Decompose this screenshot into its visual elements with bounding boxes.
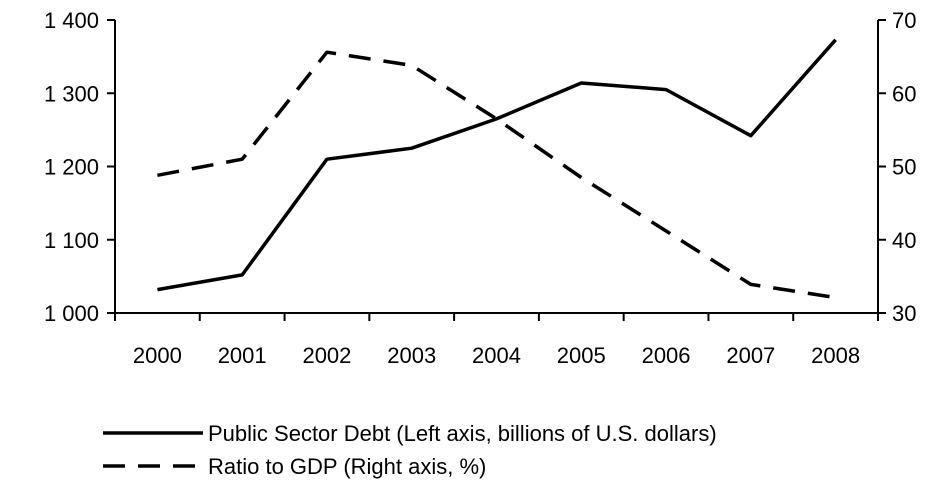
- x-axis-tick-label: 2001: [218, 343, 267, 368]
- right-axis-tick-label: 30: [892, 301, 916, 326]
- x-axis-tick-label: 2003: [387, 343, 436, 368]
- left-axis-tick-label: 1 000: [44, 301, 99, 326]
- right-axis-tick-label: 50: [892, 155, 916, 180]
- left-axis-tick-label: 1 300: [44, 81, 99, 106]
- x-axis-tick-label: 2002: [302, 343, 351, 368]
- right-axis-tick-label: 60: [892, 81, 916, 106]
- x-axis-tick-label: 2006: [642, 343, 691, 368]
- x-axis-tick-label: 2007: [726, 343, 775, 368]
- x-axis-tick-label: 2008: [811, 343, 860, 368]
- public-sector-debt-line: [157, 38, 837, 292]
- axes: 1 000 1 100 1 200 1 300 1 400 30 40 50 60 70 2000 2…: [44, 8, 917, 368]
- left-axis-tick-label: 1 100: [44, 228, 99, 253]
- right-axis-tick-label: 70: [892, 8, 916, 33]
- left-axis-tick-label: 1 400: [44, 8, 99, 33]
- right-axis-tick-label: 40: [892, 228, 916, 253]
- x-axis-tick-label: 2005: [557, 343, 606, 368]
- legend-label: Ratio to GDP (Right axis, %): [208, 454, 486, 479]
- series-lines: [157, 38, 837, 300]
- left-axis-tick-label: 1 200: [44, 155, 99, 180]
- x-axis-tick-label: 2000: [133, 343, 182, 368]
- x-axis-tick-label: 2004: [472, 343, 521, 368]
- legend-label: Public Sector Debt (Left axis, billions …: [208, 421, 717, 446]
- legend: Public Sector Debt (Left axis, billions …: [103, 421, 717, 479]
- ratio-to-gdp-line: [157, 50, 836, 300]
